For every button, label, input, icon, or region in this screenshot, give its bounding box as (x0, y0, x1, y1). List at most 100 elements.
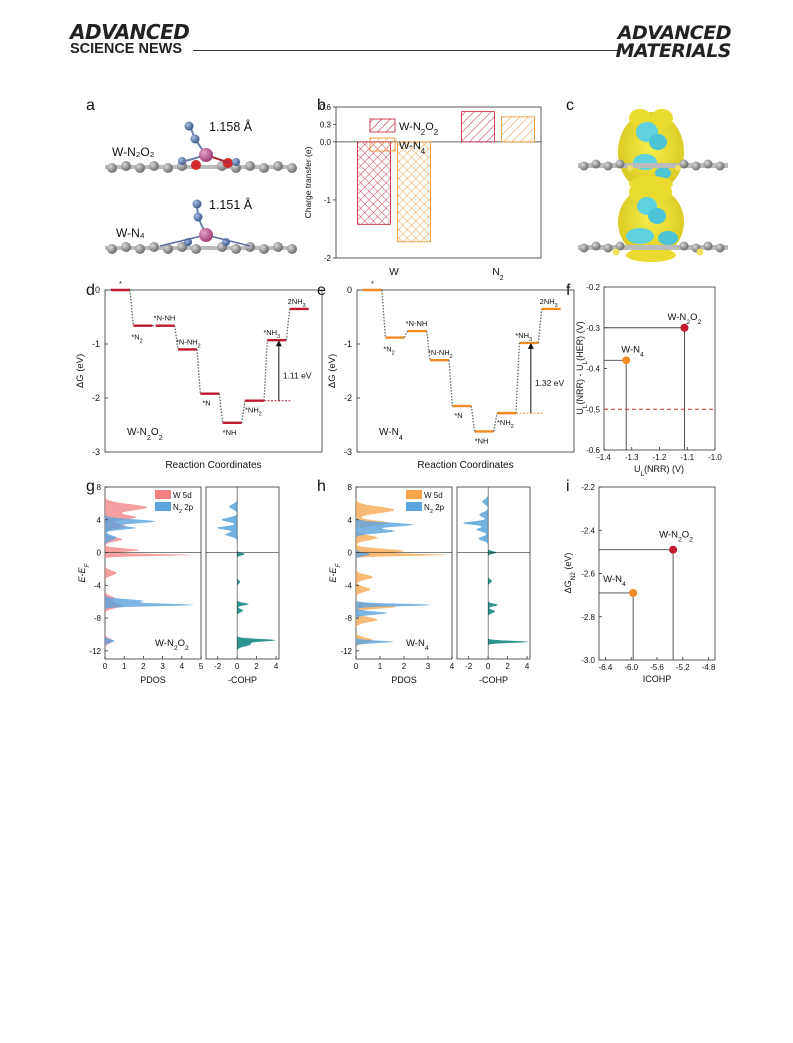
cohp-frame (205, 486, 280, 660)
legend-entry: W 5d (424, 491, 443, 500)
connector (218, 393, 224, 423)
connector (129, 289, 134, 326)
charge-density-top (578, 109, 728, 192)
y-tick-label: -2.4 (581, 526, 595, 535)
legend-swatch (406, 502, 422, 511)
connector (241, 400, 246, 423)
legend-entry: W 5d (173, 491, 192, 500)
panel-label-f: f (566, 282, 571, 299)
panel-label-a: a (86, 97, 95, 114)
panel-f-limiting-potential-plot: -1.4 -1.3 -1.2 -1.1 -1.0 -0.2 -0.3 -0.4 -0.5 -0.6… (575, 283, 722, 478)
header-rule (193, 50, 619, 51)
step-label: *NH (223, 428, 237, 437)
point-label: W-N4 (603, 574, 626, 588)
panel-label-i: i (566, 478, 570, 495)
y-tick-label: 8 (97, 483, 102, 492)
y-tick-label: 4 (348, 516, 353, 525)
panel-i-icohp-plot: -6.4 -6.0 -5.6 -5.2 -4.8 -2.2 -2.4 -2.6 -2.8 -3.0… (563, 483, 716, 684)
data-point (622, 356, 631, 365)
step-label: *NH3 (515, 331, 532, 343)
legend-swatch (369, 118, 396, 133)
step-label: *N2 (383, 345, 394, 357)
y-tick-label: -2.6 (581, 570, 595, 579)
graphene-sheet-top (105, 157, 297, 173)
tungsten-atom (199, 148, 213, 162)
chart-title: W-N4 (406, 638, 429, 652)
step-label: *NH2 (497, 418, 514, 430)
step-label: *N (202, 399, 210, 408)
y-tick-label: -3.0 (581, 656, 595, 665)
x-tick-label: -1.4 (597, 453, 611, 462)
step-label: *N-NH2 (428, 348, 453, 360)
x-tick-label: 4 (274, 662, 279, 671)
x-tick-label: 4 (180, 662, 185, 671)
y-tick-label: -2 (344, 393, 352, 403)
legend-entry: N2 2p (173, 503, 194, 515)
x-tick-label: -5.2 (676, 663, 690, 672)
connector (263, 340, 268, 401)
nitrogen-atom (184, 121, 194, 131)
y-tick-label: -2.8 (581, 613, 595, 622)
cohp-bonding-area (488, 487, 530, 659)
y-tick-label: -12 (340, 647, 352, 656)
x-tick-label: -2 (214, 662, 222, 671)
logo-advanced: ADVANCED (70, 20, 190, 44)
panel-c-charge-density (578, 109, 728, 262)
y-tick-label: -0.6 (586, 446, 600, 455)
structure-w-n2o2 (105, 121, 297, 173)
y-tick-label: 0.6 (320, 103, 332, 112)
x-tick-label: -1.3 (625, 453, 639, 462)
x-tick-label: 0 (486, 662, 491, 671)
cohp-antibonding-area (216, 487, 238, 659)
y-tick-label: -0.4 (586, 365, 600, 374)
step-label: *N2 (131, 333, 142, 345)
step-label: *N-NH (154, 314, 176, 323)
step-label: *NH (475, 436, 489, 445)
x-tick-label: 0 (103, 662, 108, 671)
logo-materials: MATERIALS (615, 40, 732, 62)
y-tick-label: 8 (348, 483, 353, 492)
bond-length-bottom: 1.151 Å (209, 197, 253, 212)
tungsten-atom (199, 228, 213, 242)
connector (537, 308, 543, 343)
connector (493, 413, 498, 432)
structure-w-n4 (105, 199, 297, 254)
connector (174, 325, 179, 350)
gap-annotation: 1.11 eV (283, 370, 312, 380)
x-tick-label: 2 (402, 662, 407, 671)
structure-label-top: W-N₂O₂ (112, 145, 155, 159)
x-axis-label: PDOS (140, 675, 166, 685)
x-tick-label: 5 (199, 662, 204, 671)
y-tick-label: -0.3 (586, 324, 600, 333)
point-label: W-N4 (621, 344, 644, 358)
data-point (680, 323, 689, 332)
point-label: W-N2O2 (667, 312, 701, 326)
pdos-w5d-area (356, 487, 447, 659)
x-axis-label: PDOS (391, 675, 417, 685)
data-point (629, 588, 638, 597)
x-axis-label: -COHP (228, 675, 257, 685)
x-tick-label: 4 (525, 662, 530, 671)
x-tick-label: -4.8 (702, 663, 716, 672)
x-tick-label: 2 (141, 662, 146, 671)
y-tick-label: 4 (97, 516, 102, 525)
x-tick-label: 2 (254, 662, 259, 671)
panel-label-g: g (86, 478, 95, 495)
x-category-label: N2 (492, 267, 503, 282)
x-tick-label: -2 (465, 662, 473, 671)
y-tick-label: -8 (345, 614, 353, 623)
bar-W-0 (357, 141, 391, 225)
cohp-antibonding-area (462, 487, 489, 659)
panel-label-c: c (566, 97, 574, 114)
legend-entry: W-N2O2 (399, 121, 438, 137)
legend-swatch (406, 490, 422, 499)
plot-frame (335, 106, 542, 259)
bar-N₂-1 (501, 116, 535, 143)
x-axis-label: ICOHP (643, 674, 672, 684)
journal-logo-right: ADVANCED MATERIALS (615, 24, 732, 62)
y-axis-label: ΔGN2 (eV) (563, 553, 577, 594)
y-tick-label: 0 (347, 285, 352, 295)
x-tick-label: 0 (235, 662, 240, 671)
connector (470, 406, 476, 432)
